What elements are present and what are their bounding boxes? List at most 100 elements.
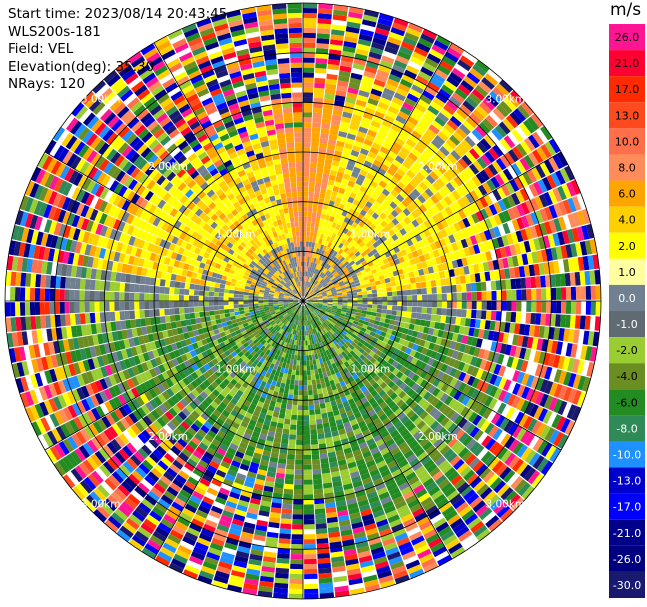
velocity-gate (220, 514, 233, 523)
velocity-gate (463, 76, 478, 88)
velocity-gate (385, 110, 397, 120)
velocity-gate (393, 473, 405, 482)
velocity-gate (327, 299, 333, 301)
velocity-gate (254, 447, 264, 455)
velocity-gate (170, 431, 180, 442)
velocity-gate (333, 575, 348, 583)
velocity-gate (74, 465, 87, 480)
velocity-gate (326, 441, 334, 449)
velocity-gate (310, 364, 314, 371)
velocity-gate (432, 470, 444, 482)
velocity-gate (400, 486, 413, 496)
velocity-gate (332, 301, 338, 303)
velocity-gate (444, 365, 453, 375)
velocity-gate (342, 227, 349, 235)
velocity-gate (466, 301, 472, 310)
velocity-gate (564, 273, 571, 287)
velocity-gate (268, 339, 274, 346)
velocity-gate (411, 84, 424, 94)
velocity-gate (519, 323, 526, 335)
velocity-gate (406, 388, 415, 397)
velocity-gate (342, 296, 348, 299)
velocity-gate (359, 330, 365, 336)
velocity-gate (326, 406, 333, 413)
velocity-gate (297, 415, 303, 421)
velocity-gate (375, 284, 382, 289)
velocity-gate (343, 343, 349, 349)
velocity-gate (352, 145, 362, 153)
velocity-gate (318, 285, 323, 290)
velocity-gate (338, 347, 344, 354)
velocity-gate (200, 424, 210, 434)
velocity-gate (403, 490, 415, 500)
velocity-gate (384, 397, 393, 405)
velocity-gate (324, 214, 331, 221)
velocity-gate (450, 546, 466, 559)
velocity-gate (447, 193, 457, 203)
velocity-gate (329, 267, 335, 273)
velocity-gate (419, 117, 431, 128)
velocity-gate (211, 381, 219, 389)
velocity-gate (222, 422, 231, 430)
velocity-gate (425, 244, 433, 253)
velocity-gate (347, 305, 353, 309)
velocity-gate (509, 244, 517, 256)
velocity-gate (327, 139, 337, 146)
velocity-gate (510, 476, 523, 490)
velocity-gate (262, 353, 268, 360)
velocity-gate (524, 449, 537, 464)
velocity-gate (263, 551, 277, 558)
velocity-gate (429, 171, 439, 181)
velocity-gate (307, 298, 313, 300)
velocity-gate (426, 160, 436, 171)
velocity-gate (409, 349, 417, 357)
velocity-gate (424, 57, 439, 69)
velocity-gate (321, 307, 327, 310)
velocity-gate (351, 273, 358, 279)
velocity-gate (317, 157, 325, 164)
velocity-gate (414, 394, 423, 404)
velocity-gate (378, 389, 387, 398)
velocity-gate (379, 279, 386, 285)
velocity-gate (199, 570, 214, 580)
velocity-gate (411, 374, 420, 383)
velocity-gate (318, 567, 332, 574)
velocity-gate (379, 97, 391, 106)
velocity-gate (89, 491, 103, 505)
velocity-gate (341, 244, 347, 251)
velocity-gate (397, 301, 403, 306)
velocity-gate (411, 535, 425, 546)
velocity-gate (335, 419, 343, 426)
velocity-gate (389, 319, 396, 325)
velocity-gate (246, 360, 253, 367)
velocity-gate (309, 339, 313, 346)
velocity-gate (318, 198, 325, 204)
velocity-gate (345, 31, 359, 39)
velocity-gate (464, 409, 474, 420)
velocity-gate (328, 54, 341, 61)
velocity-gate (225, 537, 239, 546)
velocity-gate (427, 81, 441, 93)
velocity-gate (399, 402, 409, 412)
velocity-gate (331, 363, 337, 369)
velocity-gate (525, 388, 535, 402)
velocity-gate (191, 518, 204, 528)
velocity-gate (224, 313, 231, 318)
velocity-gate (436, 390, 445, 400)
velocity-gate (316, 233, 321, 239)
velocity-gate (315, 528, 328, 535)
velocity-gate (324, 276, 329, 281)
velocity-gate (174, 392, 184, 401)
velocity-gate (321, 118, 331, 125)
velocity-gate (313, 317, 317, 323)
velocity-gate (461, 154, 473, 166)
velocity-gate (284, 368, 289, 374)
velocity-gate (500, 279, 507, 290)
velocity-gate (401, 445, 411, 455)
velocity-gate (506, 301, 512, 311)
velocity-gate (430, 350, 438, 359)
velocity-gate (400, 415, 410, 425)
velocity-gate (379, 381, 388, 390)
velocity-gate (317, 295, 323, 298)
velocity-gate (549, 382, 559, 397)
